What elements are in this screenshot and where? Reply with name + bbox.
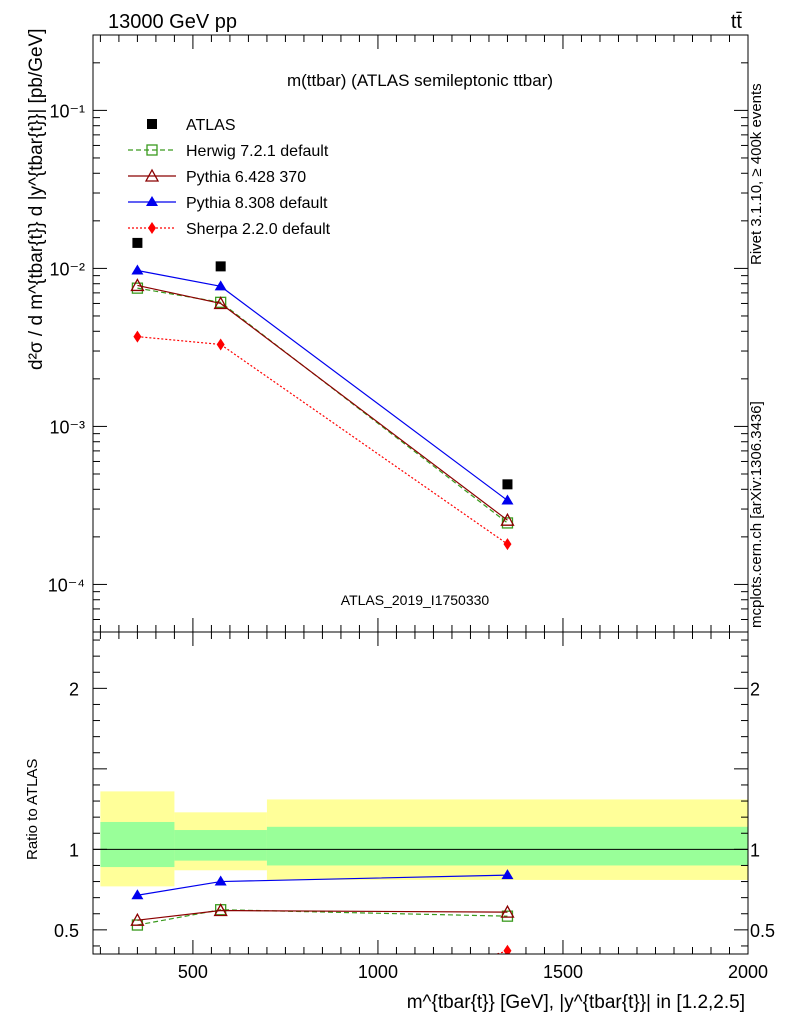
legend: ATLAS Herwig 7.2.1 default Pythia 6.428 37… xyxy=(128,117,331,238)
ratio-frame xyxy=(92,631,749,955)
header-right-label: tt̄ xyxy=(731,11,743,33)
main-point-sherpa-2-2-0-default xyxy=(216,338,225,351)
ratio-line-herwig-7-2-1-default xyxy=(137,909,508,926)
legend-label-pythia-6-428-370: Pythia 6.428 370 xyxy=(186,169,306,186)
mcplots-label: mcplots.cern.ch [arXiv:1306.3436] xyxy=(748,401,765,628)
ratio-tick-labels: 0.5 0.5 1 1 2 2 500 1000 1500 2000 xyxy=(54,679,775,982)
legend-marker-pythia-8-308-default xyxy=(146,196,158,206)
main-panel: m(ttbar) (ATLAS semileptonic ttbar) ATLA… xyxy=(26,28,749,633)
analysis-watermark: ATLAS_2019_I1750330 xyxy=(341,592,490,608)
ratio-band-green xyxy=(266,826,748,866)
main-y-tick-label: 10⁻³ xyxy=(49,417,85,437)
main-line-pythia-6-428-370 xyxy=(137,284,508,521)
main-series-group xyxy=(130,237,515,551)
legend-marker-pythia-6-428-370 xyxy=(144,168,160,182)
main-y-tick-label: 10⁻² xyxy=(49,259,85,279)
main-point-pythia-8-308-default xyxy=(501,494,514,505)
x-tick-label: 2000 xyxy=(728,962,768,982)
main-point-sherpa-2-2-0-default xyxy=(133,330,142,343)
x-tick-label: 500 xyxy=(178,962,208,982)
main-line-sherpa-2-2-0-default xyxy=(137,336,508,545)
rivet-version-label: Rivet 3.1.10, ≥ 400k events xyxy=(748,83,765,265)
ratio-point-pythia-8-308-default xyxy=(501,869,514,880)
main-point-pythia-6-428-370 xyxy=(213,296,228,310)
x-axis-label: m^{tbar{t}} [GeV], |y^{tbar{t}}| in [1.2… xyxy=(407,992,745,1013)
legend-marker-herwig-7-2-1-default xyxy=(146,144,158,156)
ratio-band-green xyxy=(174,830,267,861)
main-title: m(ttbar) (ATLAS semileptonic ttbar) xyxy=(287,71,553,90)
main-point-pythia-8-308-default xyxy=(131,264,144,275)
ratio-point-pythia-6-428-370 xyxy=(500,904,515,918)
legend-marker-sherpa-2-2-0-default xyxy=(148,222,156,234)
ratio-y-tick-label-right: 1 xyxy=(750,840,760,860)
legend-label-atlas: ATLAS xyxy=(186,117,236,134)
legend-label-herwig-7-2-1-default: Herwig 7.2.1 default xyxy=(186,143,329,160)
ratio-point-pythia-6-428-370 xyxy=(130,912,145,926)
main-point-atlas xyxy=(132,237,143,248)
ratio-y-tick-label-right: 0.5 xyxy=(750,921,775,941)
ratio-line-pythia-6-428-370 xyxy=(137,909,508,921)
main-line-herwig-7-2-1-default xyxy=(137,287,508,524)
ratio-series-group xyxy=(130,869,515,954)
ratio-y-axis-label: Ratio to ATLAS xyxy=(24,759,41,860)
main-y-axis-label: d²σ / d m^{tbar{t}} d |y^{tbar{t}}| [pb/… xyxy=(26,28,47,370)
ratio-point-pythia-6-428-370 xyxy=(213,903,228,917)
main-y-tick-labels: 10⁻⁴ 10⁻³ 10⁻² 10⁻¹ xyxy=(48,101,85,595)
legend-label-pythia-8-308-default: Pythia 8.308 default xyxy=(186,195,328,212)
ratio-point-pythia-8-308-default xyxy=(214,875,227,886)
main-point-pythia-6-428-370 xyxy=(500,512,515,526)
main-y-tick-label: 10⁻⁴ xyxy=(48,575,85,595)
x-tick-label: 1000 xyxy=(358,962,398,982)
ratio-axis-ticks xyxy=(93,632,749,954)
ratio-uncertainty-bands xyxy=(93,791,748,887)
ratio-y-tick-label-left: 0.5 xyxy=(54,921,79,941)
header-left-label: 13000 GeV pp xyxy=(108,11,237,33)
ratio-band-green xyxy=(100,821,175,868)
ratio-y-tick-label-right: 2 xyxy=(750,679,760,699)
ratio-y-tick-label-left: 1 xyxy=(69,840,79,860)
x-tick-label: 1500 xyxy=(543,962,583,982)
ratio-point-pythia-8-308-default xyxy=(131,889,144,900)
legend-label-sherpa-2-2-0-default: Sherpa 2.2.0 default xyxy=(186,221,331,238)
main-point-pythia-8-308-default xyxy=(214,280,227,291)
legend-marker-atlas xyxy=(147,119,157,129)
main-point-atlas xyxy=(502,479,513,490)
main-point-pythia-6-428-370 xyxy=(130,278,145,292)
ratio-line-sherpa-2-2-0-default xyxy=(494,950,508,954)
main-point-sherpa-2-2-0-default xyxy=(503,538,512,551)
main-point-atlas xyxy=(215,261,226,272)
main-line-pythia-8-308-default xyxy=(137,269,508,501)
ratio-point-sherpa-2-2-0-default xyxy=(503,944,512,954)
ratio-y-tick-label-left: 2 xyxy=(69,679,79,699)
ratio-panel: 0.5 0.5 1 1 2 2 500 1000 1500 2000 Ratio to ATLAS… xyxy=(24,631,775,1013)
main-y-tick-label: 10⁻¹ xyxy=(49,101,85,121)
